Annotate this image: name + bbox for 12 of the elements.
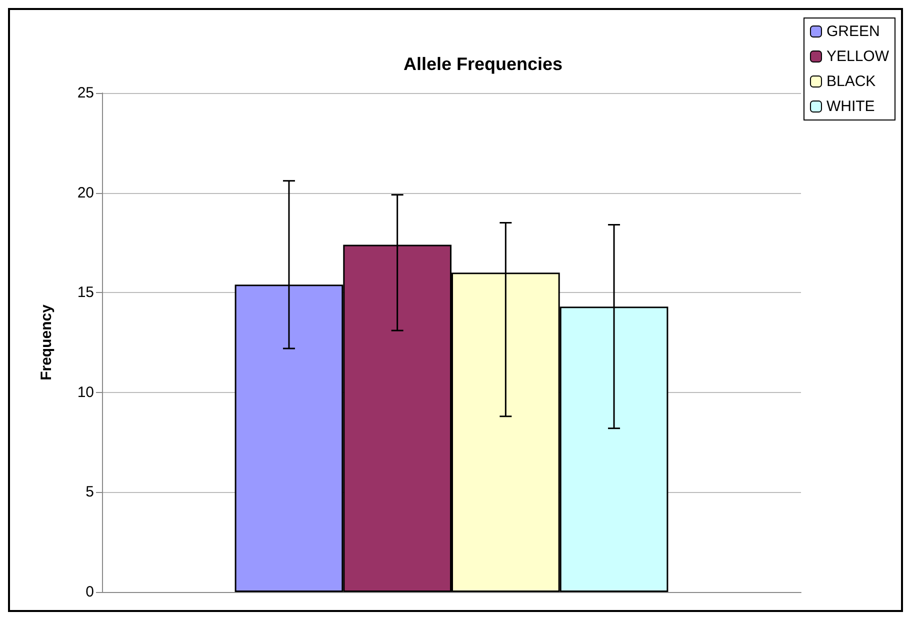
- y-tick-label: 10: [77, 384, 94, 401]
- legend-label: BLACK: [826, 73, 876, 90]
- chart-title: Allele Frequencies: [403, 54, 563, 74]
- y-tick-label: 5: [86, 484, 94, 501]
- legend-label: YELLOW: [826, 48, 890, 65]
- y-tick-label: 20: [77, 184, 94, 202]
- y-tick-label: 0: [86, 584, 94, 600]
- y-axis-title: Frequency: [38, 304, 55, 380]
- y-tick-label: 25: [77, 84, 94, 102]
- y-tick-label: 15: [77, 284, 94, 302]
- legend-label: WHITE: [826, 98, 875, 115]
- legend-label: GREEN: [826, 23, 880, 40]
